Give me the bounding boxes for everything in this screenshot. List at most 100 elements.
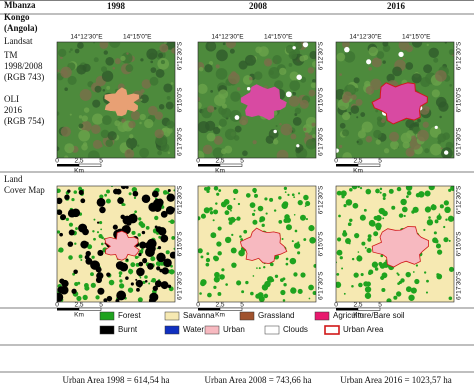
- forest-patch: [261, 223, 265, 227]
- forest-patch: [198, 248, 203, 254]
- forest-patch: [283, 283, 287, 287]
- forest-patch: [311, 238, 315, 242]
- forest-patch: [230, 209, 232, 212]
- image-texture: [107, 131, 117, 141]
- forest-patch: [283, 186, 288, 191]
- burnt-patch: [138, 261, 144, 267]
- forest-patch: [297, 251, 301, 255]
- image-texture: [78, 115, 83, 119]
- forest-patch: [137, 233, 141, 237]
- image-texture: [165, 101, 174, 110]
- image-texture: [162, 139, 167, 144]
- forest-patch: [169, 219, 175, 224]
- scale-label: 5: [240, 302, 244, 309]
- row-note: (RGB 754): [4, 116, 44, 126]
- image-texture: [342, 112, 351, 121]
- image-texture: [245, 54, 256, 66]
- burnt-patch: [61, 279, 69, 288]
- image-texture: [288, 95, 300, 107]
- scale-unit: Km: [74, 312, 84, 319]
- forest-patch: [144, 275, 148, 279]
- burnt-patch: [135, 278, 138, 281]
- map-body: [336, 42, 454, 158]
- map-frame: [56, 41, 176, 159]
- image-texture: [121, 52, 133, 64]
- forest-patch: [218, 189, 222, 192]
- burnt-patch: [132, 190, 139, 197]
- image-texture: [342, 129, 350, 137]
- forest-patch: [295, 244, 298, 248]
- image-texture: [222, 42, 226, 46]
- image-texture: [163, 83, 173, 93]
- burnt-patch: [59, 232, 63, 237]
- image-texture: [208, 60, 214, 66]
- forest-patch: [285, 262, 289, 266]
- image-texture: [312, 134, 316, 138]
- forest-patch: [308, 297, 311, 300]
- forest-patch: [215, 202, 218, 205]
- site-name: (Angola): [4, 23, 38, 33]
- forest-patch: [336, 249, 343, 256]
- burnt-patch: [125, 276, 129, 280]
- image-texture: [109, 42, 121, 48]
- forest-patch: [232, 188, 239, 195]
- burnt-patch: [85, 257, 93, 265]
- forest-patch: [257, 205, 264, 212]
- image-texture: [238, 116, 249, 126]
- forest-patch: [165, 250, 170, 255]
- burnt-patch: [141, 230, 146, 235]
- forest-patch: [336, 190, 342, 196]
- image-texture: [292, 91, 295, 94]
- forest-patch: [443, 225, 446, 229]
- image-texture: [438, 101, 449, 112]
- image-texture: [310, 82, 316, 89]
- forest-patch: [58, 247, 64, 253]
- forest-patch: [423, 228, 426, 232]
- image-texture: [160, 60, 166, 65]
- forest-patch: [137, 256, 140, 258]
- image-texture: [93, 42, 96, 44]
- forest-patch: [380, 275, 385, 281]
- burnt-patch: [151, 190, 159, 198]
- image-texture: [155, 68, 165, 78]
- forest-patch: [150, 256, 156, 262]
- forest-patch: [359, 187, 363, 190]
- forest-patch: [368, 269, 374, 275]
- forest-patch: [381, 287, 386, 292]
- image-texture: [289, 80, 301, 91]
- forest-patch: [361, 241, 366, 246]
- image-texture: [198, 66, 204, 72]
- lon-label: 14°12'30"E: [349, 33, 382, 41]
- image-texture: [365, 135, 373, 143]
- image-texture: [140, 58, 144, 62]
- burnt-patch: [160, 210, 168, 218]
- scale-unit: Km: [353, 168, 363, 175]
- image-texture: [311, 122, 316, 127]
- scale-bar: [78, 163, 102, 167]
- image-texture: [68, 50, 71, 53]
- forest-patch: [284, 191, 287, 193]
- image-texture: [167, 151, 171, 155]
- forest-patch: [230, 247, 237, 254]
- forest-patch: [300, 272, 306, 278]
- image-texture: [356, 116, 359, 119]
- burnt-patch: [106, 295, 113, 302]
- forest-patch: [297, 288, 303, 294]
- footer-text: Urban Area 2016 = 1023,57 ha: [340, 375, 452, 385]
- image-texture: [429, 126, 442, 138]
- urban-image: [371, 82, 428, 125]
- burnt-patch: [156, 266, 161, 271]
- scale-label: 2,5: [74, 302, 83, 309]
- scale-label: 5: [99, 302, 103, 309]
- legend-label: Clouds: [283, 325, 308, 334]
- cloud: [336, 148, 339, 153]
- lat-label: 6°17'30"S: [317, 271, 325, 300]
- forest-patch: [251, 212, 256, 216]
- image-texture: [290, 133, 297, 140]
- burnt-patch: [116, 290, 127, 301]
- image-texture: [207, 105, 215, 113]
- burnt-patch: [85, 250, 91, 257]
- forest-patch: [378, 261, 383, 267]
- forest-patch: [140, 222, 146, 228]
- cloud: [285, 91, 292, 98]
